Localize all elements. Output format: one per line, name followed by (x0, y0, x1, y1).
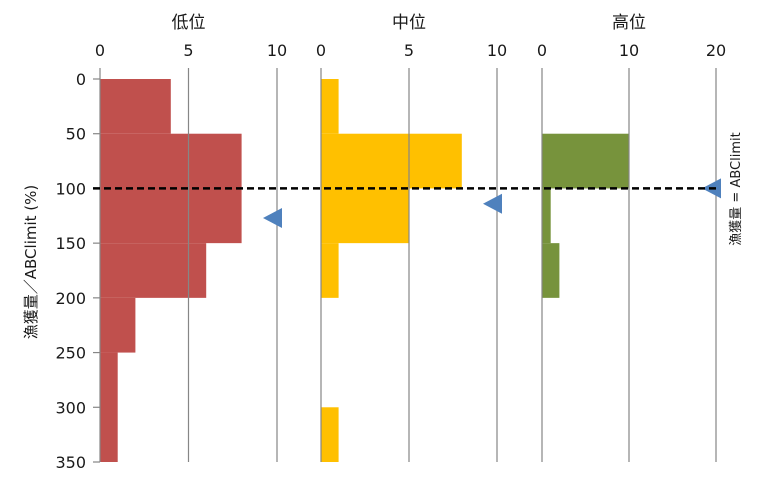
x-tick-label-panel2-0: 0 (316, 41, 326, 60)
bar-panel1-0 (100, 79, 171, 134)
panel-title-3: 高位 (612, 13, 646, 33)
reference-line-label: 漁獲量 = ABClimit (729, 132, 744, 245)
x-tick-label-panel1-0: 0 (95, 41, 105, 60)
x-tick-label-panel3-1: 10 (619, 41, 639, 60)
bar-panel2-0 (321, 79, 339, 134)
y-tick-label-5: 250 (55, 344, 86, 363)
x-tick-label-panel3-0: 0 (537, 41, 547, 60)
y-tick-label-4: 200 (55, 289, 86, 308)
x-tick-label-panel1-2: 10 (267, 41, 287, 60)
bar-panel3-2 (542, 243, 560, 298)
x-tick-label-panel2-1: 5 (404, 41, 414, 60)
bar-panel3-0 (542, 133, 629, 189)
bar-panel2-1 (321, 133, 462, 189)
x-tick-label-panel1-1: 5 (183, 41, 193, 60)
y-tick-label-7: 350 (55, 453, 86, 472)
marker-triangle-panel2 (483, 193, 502, 214)
panel-2 (320, 68, 502, 462)
y-axis-label: 漁獲量／ABClimit (%) (22, 185, 40, 339)
bar-panel2-4 (321, 407, 339, 462)
bar-panel2-2 (321, 188, 409, 244)
y-tick-label-3: 150 (55, 234, 86, 253)
y-tick-label-0: 0 (76, 70, 86, 89)
marker-triangle-panel1 (263, 207, 282, 228)
bar-panel3-1 (542, 188, 551, 244)
x-tick-label-panel2-2: 10 (487, 41, 507, 60)
y-tick-label-6: 300 (55, 398, 86, 417)
y-tick-label-2: 100 (55, 179, 86, 198)
panel-3 (541, 68, 721, 462)
x-tick-label-panel3-2: 20 (706, 41, 726, 60)
bar-panel1-2 (100, 243, 207, 298)
panel-title-2: 中位 (392, 13, 426, 33)
bar-panel2-3 (321, 243, 339, 298)
panel-title-1: 低位 (172, 13, 206, 33)
panel-1 (99, 68, 282, 462)
bar-panel1-4 (100, 352, 118, 462)
y-tick-label-1: 50 (66, 125, 86, 144)
bar-panel1-3 (100, 297, 136, 353)
